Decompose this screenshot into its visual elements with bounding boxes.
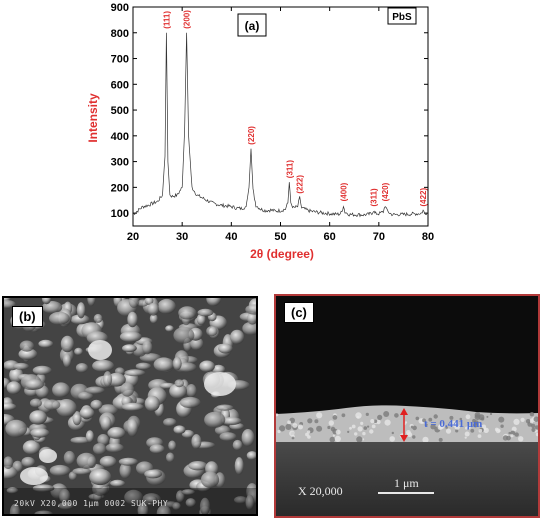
y-tick-label: 300: [111, 157, 129, 169]
sem-cross-section-image: [276, 296, 538, 516]
y-tick-label: 200: [111, 182, 129, 194]
panel-a-label: (a): [245, 19, 260, 33]
y-tick-label: 500: [111, 105, 129, 117]
x-tick-label: 60: [324, 231, 336, 243]
peak-label: (311): [369, 188, 378, 207]
sample-label-box: PbS: [387, 7, 417, 25]
y-tick-label: 100: [111, 208, 129, 220]
x-tick-label: 20: [127, 231, 139, 243]
substrate: [276, 442, 538, 516]
y-axis-label: Intensity: [86, 93, 100, 143]
panel-b-label: (b): [12, 306, 43, 327]
panel-a-label-box: (a): [237, 13, 267, 37]
sem-surface-image: [4, 298, 256, 514]
y-tick-label: 800: [111, 28, 129, 40]
magnification-label: X 20,000: [298, 484, 343, 498]
x-tick-label: 50: [274, 231, 286, 243]
peak-label: (200): [183, 10, 192, 29]
peak-label: (420): [381, 182, 390, 201]
film-layer: [276, 405, 538, 442]
xrd-pattern-line: [132, 32, 429, 218]
peak-label: (222): [296, 175, 305, 194]
y-tick-label: 900: [111, 2, 129, 14]
x-tick-label: 70: [373, 231, 385, 243]
peak-label: (111): [162, 11, 171, 29]
x-tick-label: 30: [176, 231, 188, 243]
panel-c-label: (c): [284, 302, 314, 323]
peak-label: (220): [247, 126, 256, 145]
x-axis-label: 2θ (degree): [250, 247, 314, 261]
sem-cross-section-panel: (c) t = 0.441 μm X 20,000 1 μm: [274, 294, 540, 518]
sem-info-bar: 20kV X20,000 1μm 0002 SUK-PHY: [14, 499, 169, 508]
y-tick-label: 700: [111, 54, 129, 66]
thickness-label: t = 0.441 μm: [424, 418, 483, 430]
sem-surface-panel: (b) 20kV X20,000 1μm 0002 SUK-PHY: [2, 296, 258, 516]
y-tick-label: 400: [111, 131, 129, 143]
peak-label: (422): [419, 188, 428, 207]
peak-label: (400): [339, 182, 348, 201]
scale-bar-label: 1 μm: [394, 476, 419, 490]
xrd-chart: 20 30 40 50 60 70 80 100 200 300 400 500 600 700 800 90…: [86, 2, 434, 261]
x-tick-label: 80: [422, 231, 434, 243]
y-tick-label: 600: [111, 79, 129, 91]
x-tick-label: 40: [225, 231, 237, 243]
peak-label: (311): [285, 160, 294, 179]
plot-area: [132, 6, 429, 227]
sample-label: PbS: [392, 12, 412, 23]
scale-bar: [378, 492, 434, 494]
